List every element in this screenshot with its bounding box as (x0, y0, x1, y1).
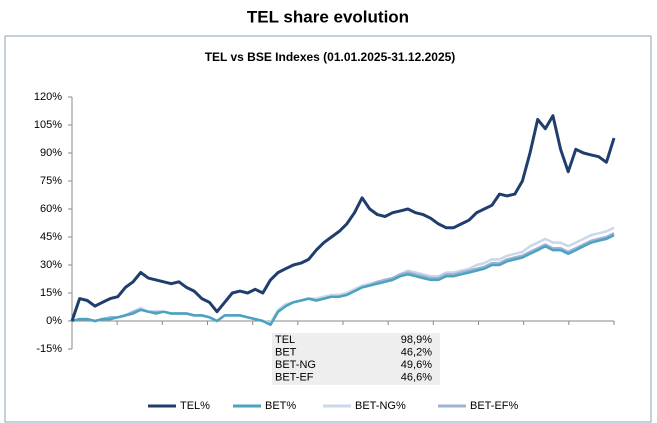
legend-label: BET% (265, 400, 296, 412)
series-line (71, 226, 615, 325)
y-tick-label: 75% (40, 175, 62, 187)
summary-name: BET (275, 346, 297, 358)
summary-name: BET-EF (275, 371, 314, 383)
summary-box (272, 333, 440, 385)
chart-title: TEL vs BSE Indexes (01.01.2025-31.12.202… (205, 50, 456, 64)
summary-value: 49,6% (401, 359, 432, 371)
summary-name: BET-NG (275, 359, 316, 371)
legend-label: BET-NG% (355, 400, 406, 412)
y-tick-label: -15% (36, 343, 62, 355)
y-tick-label: 30% (40, 259, 62, 271)
y-tick-label: 0% (46, 315, 62, 327)
summary-name: TEL (275, 334, 295, 346)
summary-value: 98,9% (401, 334, 432, 346)
legend-label: TEL% (180, 400, 210, 412)
summary-value: 46,6% (401, 371, 432, 383)
series-line (71, 233, 615, 326)
series-line (70, 114, 616, 322)
y-tick-label: 105% (34, 119, 62, 131)
y-tick-label: 15% (40, 287, 62, 299)
y-tick-label: 120% (34, 91, 62, 103)
legend-label: BET-EF% (470, 400, 519, 412)
y-tick-label: 60% (40, 203, 62, 215)
chart-frame (4, 35, 652, 423)
y-tick-label: 45% (40, 231, 62, 243)
summary-value: 46,2% (401, 346, 432, 358)
page-title: TEL share evolution (247, 7, 409, 26)
y-tick-label: 90% (40, 147, 62, 159)
